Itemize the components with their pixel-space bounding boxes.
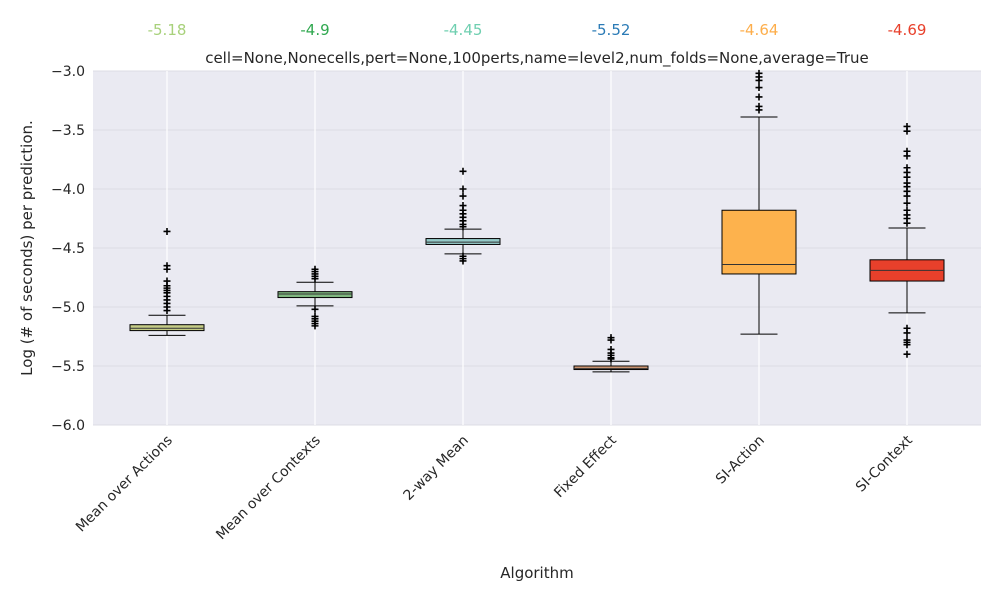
- box-group: [573, 334, 649, 373]
- median-value-label: -4.45: [444, 21, 483, 39]
- median-value-label: -4.9: [300, 21, 329, 39]
- outlier-marker: [903, 219, 911, 227]
- median-labels: -5.18 -4.9 -4.45 -5.52 -4.64 -4.69: [148, 21, 927, 39]
- outlier-marker: [903, 350, 911, 358]
- y-tick-label: −5.0: [51, 300, 85, 316]
- x-axis-label: Algorithm: [500, 564, 573, 582]
- box: [277, 291, 353, 299]
- outlier-marker: [163, 307, 171, 315]
- box-group: [277, 265, 353, 330]
- outlier-marker: [903, 199, 911, 207]
- y-tick-label: −3.0: [51, 64, 85, 80]
- box-group: [721, 69, 797, 335]
- y-tick-label: −4.5: [51, 241, 85, 257]
- outlier-marker: [459, 185, 467, 193]
- outlier-marker: [607, 336, 615, 344]
- outlier-marker: [755, 76, 763, 84]
- box: [425, 238, 501, 245]
- y-tick-label: −6.0: [51, 418, 85, 434]
- outlier-marker: [755, 106, 763, 114]
- box: [721, 209, 797, 275]
- x-axis-ticks: Mean over Actions Mean over Contexts 2-way…: [73, 432, 916, 543]
- outlier-marker: [163, 227, 171, 235]
- outlier-marker: [459, 257, 467, 265]
- box-group: [425, 167, 501, 265]
- x-tick-label: SI-Action: [713, 433, 768, 488]
- box: [129, 324, 205, 332]
- outlier-marker: [903, 192, 911, 200]
- outlier-marker: [903, 173, 911, 181]
- y-axis-label: Log (# of seconds) per prediction.: [18, 120, 36, 376]
- outlier-marker: [607, 355, 615, 363]
- median-value-label: -5.52: [592, 21, 631, 39]
- outlier-marker: [311, 275, 319, 283]
- median-value-label: -4.69: [888, 21, 927, 39]
- x-tick-label: SI-Context: [853, 432, 916, 495]
- outlier-marker: [755, 84, 763, 92]
- outlier-marker: [311, 305, 319, 313]
- outlier-marker: [755, 93, 763, 101]
- x-tick-label: 2-way Mean: [400, 433, 471, 504]
- median-value-label: -5.18: [148, 21, 187, 39]
- outlier-marker: [903, 152, 911, 160]
- outlier-marker: [903, 341, 911, 349]
- x-tick-label: Fixed Effect: [551, 432, 620, 501]
- median-value-label: -4.64: [740, 21, 779, 39]
- y-axis-ticks: −3.0 −3.5 −4.0 −4.5 −5.0 −5.5 −6.0: [51, 64, 85, 434]
- outlier-marker: [311, 322, 319, 330]
- x-tick-label: Mean over Actions: [73, 433, 176, 536]
- chart-title: cell=None,Nonecells,pert=None,100perts,n…: [205, 49, 869, 68]
- outlier-marker: [459, 167, 467, 175]
- outlier-marker: [163, 265, 171, 273]
- y-tick-label: −5.5: [51, 359, 85, 375]
- box: [573, 365, 649, 371]
- outlier-marker: [459, 223, 467, 231]
- box-group: [129, 227, 205, 336]
- y-tick-label: −3.5: [51, 123, 85, 139]
- outlier-marker: [459, 192, 467, 200]
- box-group: [869, 122, 945, 358]
- boxes: [129, 69, 945, 373]
- outlier-marker: [903, 329, 911, 337]
- y-tick-label: −4.0: [51, 182, 85, 198]
- x-tick-label: Mean over Contexts: [213, 433, 324, 544]
- outlier-marker: [903, 127, 911, 135]
